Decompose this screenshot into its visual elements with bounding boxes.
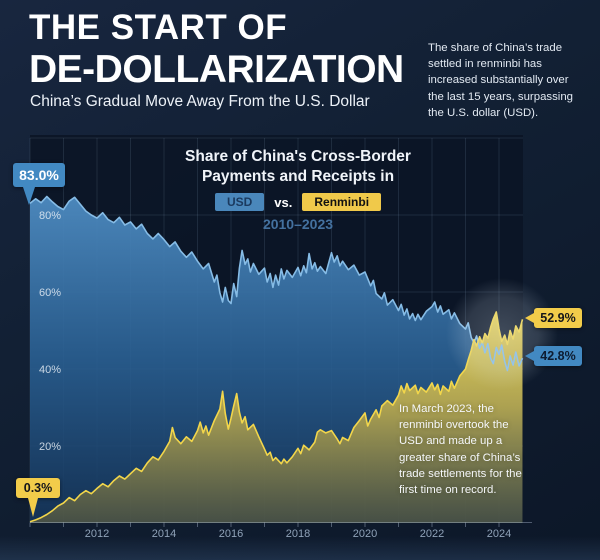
callout-pointer-down xyxy=(23,187,35,205)
usd-end-callout: 42.8% xyxy=(525,346,582,366)
page-title: THE START OF DE-DOLLARIZATION xyxy=(29,8,404,91)
rmb-end-value: 52.9% xyxy=(540,311,576,325)
usd-start-callout: 83.0% xyxy=(13,163,65,205)
legend-row: USD vs. Renminbi xyxy=(100,193,496,211)
page-title-line1: THE START OF xyxy=(29,8,288,47)
usd-start-value: 83.0% xyxy=(19,167,59,183)
usd-end-value: 42.8% xyxy=(540,349,576,363)
intro-paragraph: The share of China’s trade settled in re… xyxy=(428,42,573,119)
page-subtitle: China’s Gradual Move Away From the U.S. … xyxy=(30,93,370,110)
period-label: 2010–2023 xyxy=(262,216,334,232)
callout-pointer-down xyxy=(28,498,38,517)
callout-pointer-left xyxy=(525,351,534,361)
usd-legend-badge: USD xyxy=(214,193,265,211)
x-tick-label: 2012 xyxy=(85,528,109,540)
chart-title-line1: Share of China's Cross-Border xyxy=(185,148,411,165)
y-tick-label: 20% xyxy=(39,441,61,453)
march-2023-annotation: In March 2023, the renminbi overtook the… xyxy=(399,403,522,496)
x-tick-label: 2020 xyxy=(353,528,377,540)
x-tick-label: 2016 xyxy=(219,528,243,540)
callout-pointer-left xyxy=(525,313,534,323)
y-tick-label: 40% xyxy=(39,364,61,376)
renminbi-legend-badge: Renminbi xyxy=(302,193,382,211)
x-tick-label: 2018 xyxy=(286,528,310,540)
x-tick-label: 2014 xyxy=(152,528,176,540)
x-tick-label: 2024 xyxy=(487,528,511,540)
chart-title-line2: Payments and Receipts in xyxy=(201,168,395,185)
y-tick-label: 80% xyxy=(39,210,61,222)
x-tick-label: 2022 xyxy=(420,528,444,540)
highlight-circle xyxy=(446,278,558,390)
chart-title-block: Share of China's Cross-Border Payments a… xyxy=(100,147,496,232)
y-axis-labels: 80% 60% 40% 20% xyxy=(39,210,61,453)
rmb-start-callout: 0.3% xyxy=(16,478,60,517)
x-axis-labels: 2012 2014 2016 2018 2020 2022 2024 xyxy=(85,528,511,540)
rmb-end-callout: 52.9% xyxy=(525,308,582,328)
page-title-line2: DE-DOLLARIZATION xyxy=(29,48,404,91)
rmb-area xyxy=(30,312,523,523)
bottom-glow xyxy=(0,536,600,560)
y-tick-label: 60% xyxy=(39,287,61,299)
rmb-start-value: 0.3% xyxy=(23,481,53,495)
vs-label: vs. xyxy=(274,194,293,210)
x-axis-ticks xyxy=(29,522,500,527)
